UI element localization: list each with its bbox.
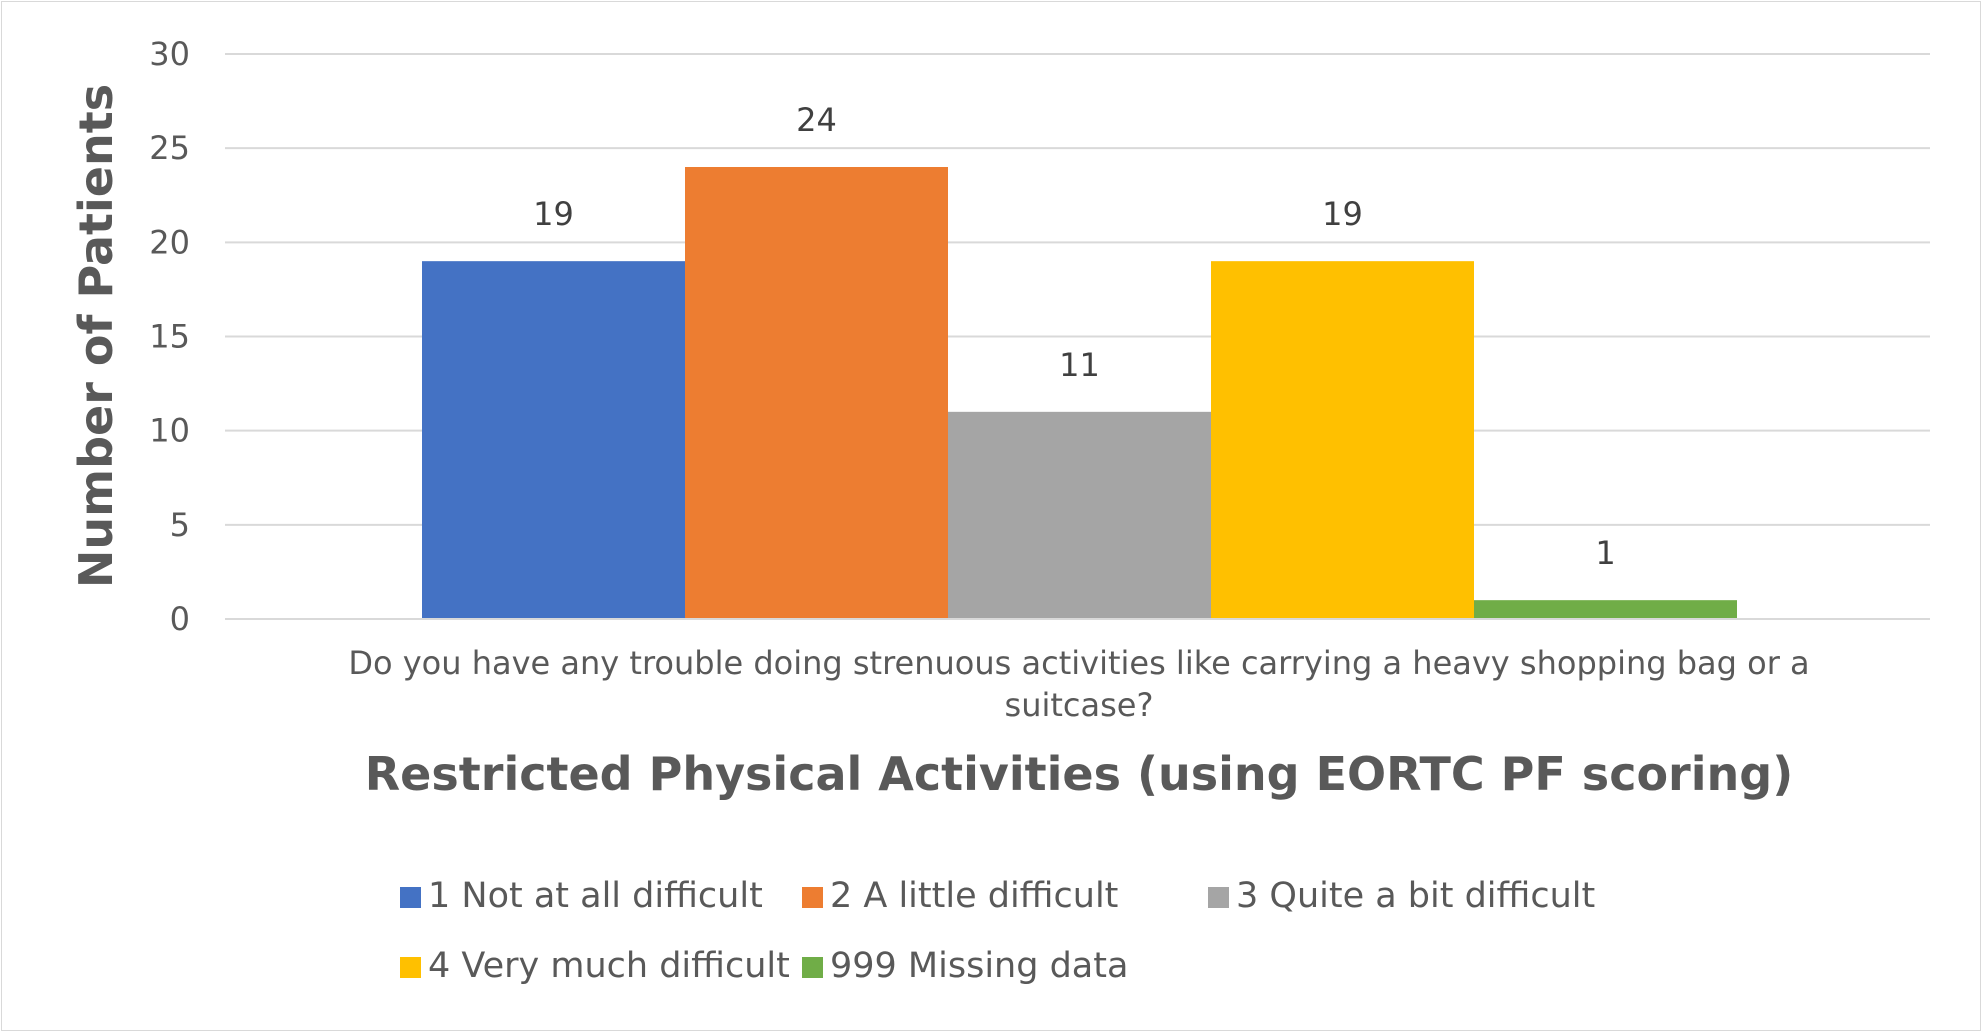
y-tick-label: 0 [170, 600, 190, 638]
category-label-line-2: suitcase? [1005, 686, 1154, 724]
bar-series-5 [1474, 600, 1737, 619]
legend: 1 Not at all difficult 2 A little difficu… [400, 876, 1595, 986]
y-tick-label: 5 [170, 506, 190, 544]
y-tick-label: 20 [149, 223, 190, 261]
x-axis-title: Restricted Physical Activities (using EO… [365, 747, 1793, 801]
bar-series-4 [1211, 261, 1474, 619]
y-tick-label: 25 [149, 129, 190, 167]
y-axis-ticks: 0 5 10 15 20 25 30 [149, 35, 190, 638]
data-label-series-4: 19 [1322, 195, 1363, 233]
x-axis: Do you have any trouble doing strenuous … [225, 618, 1930, 724]
legend-swatch-2 [802, 887, 823, 908]
bar-series-2 [685, 167, 948, 619]
bars [422, 167, 1737, 619]
data-labels: 19 24 11 19 1 [533, 101, 1616, 572]
bar-series-1 [422, 261, 685, 619]
legend-swatch-5 [802, 957, 823, 978]
legend-swatch-1 [400, 887, 421, 908]
y-tick-label: 30 [149, 35, 190, 73]
legend-label-3: 3 Quite a bit difficult [1236, 876, 1595, 916]
data-label-series-5: 1 [1595, 534, 1615, 572]
data-label-series-2: 24 [796, 101, 837, 139]
category-label-line-1: Do you have any trouble doing strenuous … [348, 644, 1809, 682]
y-axis-title: Number of Patients [69, 84, 123, 588]
legend-label-1: 1 Not at all difficult [428, 876, 763, 916]
y-tick-label: 15 [149, 318, 190, 356]
data-label-series-1: 19 [533, 195, 574, 233]
legend-label-5: 999 Missing data [830, 946, 1128, 986]
legend-label-4: 4 Very much difficult [428, 946, 790, 986]
data-label-series-3: 11 [1059, 346, 1100, 384]
legend-label-2: 2 A little difficult [830, 876, 1118, 916]
legend-swatch-3 [1208, 887, 1229, 908]
legend-swatch-4 [400, 957, 421, 978]
y-tick-label: 10 [149, 412, 190, 450]
bar-series-3 [948, 411, 1211, 619]
